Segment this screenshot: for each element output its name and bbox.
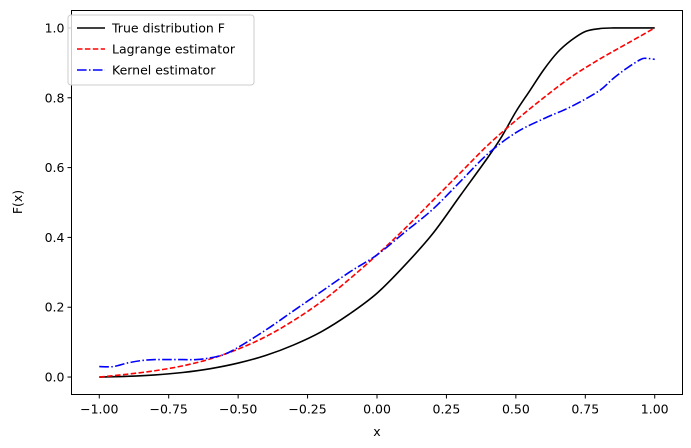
y-tick-label: 0.4 [45, 230, 65, 245]
x-axis-label: x [373, 424, 380, 439]
x-tick-label: 1.00 [641, 402, 669, 417]
x-tick-label: −0.50 [219, 402, 257, 417]
x-tick-label: 0.25 [433, 402, 461, 417]
series-line-2 [99, 57, 655, 368]
series-line-0 [99, 27, 655, 378]
legend-label-kernel: Kernel estimator [112, 63, 216, 78]
y-tick-label: 0.2 [45, 300, 65, 315]
x-tick-label: −0.25 [288, 402, 326, 417]
x-tick-label: −0.75 [150, 402, 188, 417]
legend-label-true: True distribution F [111, 21, 225, 36]
legend-box [67, 14, 255, 86]
x-tick-label: 0.50 [502, 402, 530, 417]
legend-label-lagrange: Lagrange estimator [112, 42, 236, 57]
x-axis-ticks: −1.00 −0.75 −0.50 −0.25 0.00 0.25 0.50 0.75 1.00 [80, 394, 669, 417]
y-tick-label: 0.0 [45, 370, 65, 385]
x-tick-label: 0.00 [363, 402, 391, 417]
x-tick-label: −1.00 [80, 402, 118, 417]
y-tick-label: 0.6 [45, 160, 65, 175]
legend: True distribution F Lagrange estimator K… [67, 14, 255, 86]
y-axis-ticks: 0.0 0.2 0.4 0.6 0.8 1.0 [45, 20, 72, 385]
y-axis-label: F(x) [10, 190, 25, 214]
x-tick-label: 0.75 [571, 402, 599, 417]
plot-lines [99, 27, 656, 378]
y-tick-label: 1.0 [45, 20, 65, 35]
y-tick-label: 0.8 [45, 90, 65, 105]
